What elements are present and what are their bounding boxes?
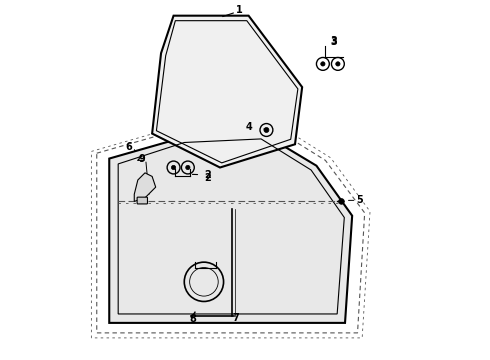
Circle shape <box>336 62 340 66</box>
Text: 2: 2 <box>204 170 211 180</box>
Text: 6: 6 <box>125 142 132 152</box>
Text: 7: 7 <box>233 312 240 323</box>
Text: 9: 9 <box>138 154 145 164</box>
Circle shape <box>339 199 344 204</box>
Text: 8: 8 <box>190 314 196 324</box>
Circle shape <box>321 62 325 66</box>
Text: 2: 2 <box>204 173 211 183</box>
Text: 3: 3 <box>330 36 337 46</box>
Text: 1: 1 <box>236 5 243 15</box>
Polygon shape <box>152 16 302 167</box>
Circle shape <box>186 165 190 170</box>
Text: 5: 5 <box>356 195 363 205</box>
Polygon shape <box>109 134 352 323</box>
FancyBboxPatch shape <box>137 197 147 204</box>
Circle shape <box>172 165 176 170</box>
Text: 4: 4 <box>245 122 252 132</box>
Polygon shape <box>134 173 156 202</box>
Circle shape <box>264 127 269 132</box>
Text: 3: 3 <box>330 37 337 48</box>
